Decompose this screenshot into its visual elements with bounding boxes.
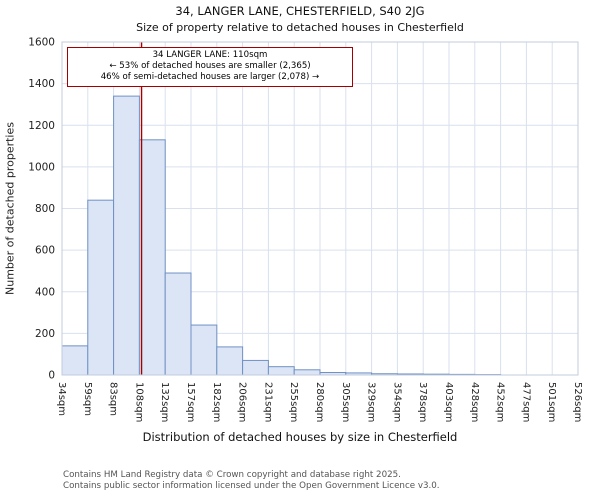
annotation-smaller-line: ← 53% of detached houses are smaller (2,…: [109, 61, 311, 72]
bar: [216, 346, 244, 376]
footer-line-1: Contains HM Land Registry data © Crown c…: [63, 470, 401, 480]
x-tick-label: 132sqm: [159, 382, 170, 422]
y-tick-label: 1600: [28, 37, 55, 49]
x-tick-label: 83sqm: [108, 382, 119, 416]
x-tick-label: 182sqm: [211, 382, 222, 422]
bar: [164, 272, 192, 376]
x-tick-label: 452sqm: [495, 382, 506, 422]
x-tick-label: 231sqm: [262, 382, 273, 422]
x-tick-label: 428sqm: [469, 382, 480, 422]
footer-line-2: Contains public sector information licen…: [63, 481, 440, 491]
histogram-plot: 0 200 400 600 800 1000 1200 1400 1600 34sqm 59sqm 8…: [28, 37, 583, 423]
plot-border: [61, 41, 579, 376]
annotation-property-line: 34 LANGER LANE: 110sqm: [152, 50, 268, 60]
x-tick-label: 501sqm: [546, 382, 557, 422]
bar: [87, 199, 115, 376]
annotation-larger-line: 46% of semi-detached houses are larger (…: [100, 72, 320, 83]
x-tick-label: 378sqm: [417, 382, 428, 422]
x-tick-label: 34sqm: [56, 382, 67, 416]
y-tick-label: 200: [35, 328, 55, 340]
x-axis-label: Distribution of detached houses by size …: [142, 430, 458, 444]
y-tick-label: 1000: [28, 161, 55, 173]
attribution-footer: Contains HM Land Registry data © Crown c…: [63, 470, 440, 492]
y-tick-label: 1400: [28, 78, 55, 90]
x-tick-label: 280sqm: [314, 382, 325, 422]
x-tick-label: 59sqm: [82, 382, 93, 416]
bar: [293, 369, 321, 376]
x-tick-label: 477sqm: [520, 382, 531, 422]
bar: [267, 366, 295, 376]
x-tick-label: 255sqm: [288, 382, 299, 422]
x-tick-label: 206sqm: [237, 382, 248, 422]
y-tick-label: 600: [35, 245, 55, 257]
y-tick-label: 800: [35, 203, 55, 215]
chart-subtitle: Size of property relative to detached ho…: [136, 21, 464, 34]
bar: [138, 139, 166, 376]
x-tick-label: 526sqm: [572, 382, 583, 422]
y-axis-label: Number of detached properties: [3, 122, 17, 295]
x-tick-label: 329sqm: [366, 382, 377, 422]
bar: [190, 324, 218, 376]
x-tick-label: 403sqm: [443, 382, 454, 422]
x-tick-label: 305sqm: [340, 382, 351, 422]
x-tick-label: 354sqm: [391, 382, 402, 422]
bar: [61, 345, 89, 376]
x-tick-label: 157sqm: [185, 382, 196, 422]
y-tick-label: 400: [35, 286, 55, 298]
bar: [242, 359, 269, 376]
x-tick-label: 108sqm: [133, 382, 144, 422]
chart-title: 34, LANGER LANE, CHESTERFIELD, S40 2JG: [175, 4, 425, 18]
y-tick-label: 1200: [28, 120, 55, 132]
bar: [113, 95, 140, 376]
property-annotation-box: 34 LANGER LANE: 110sqm ← 53% of detached…: [67, 47, 353, 87]
y-tick-label: 0: [48, 370, 55, 382]
